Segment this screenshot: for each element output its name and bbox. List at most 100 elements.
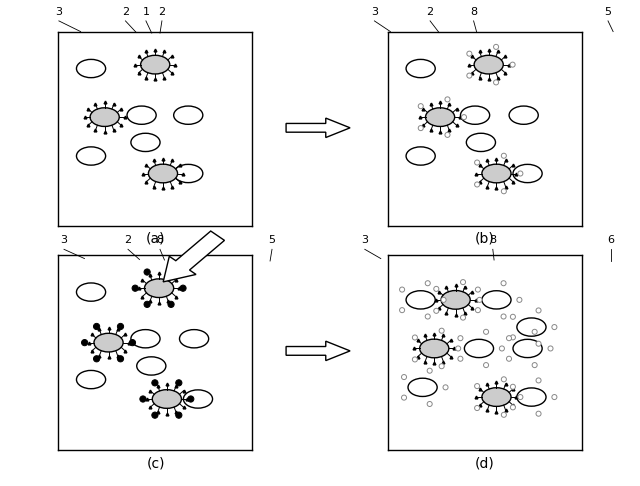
Circle shape [501,377,506,382]
Circle shape [132,285,138,291]
Circle shape [536,378,541,383]
Circle shape [425,314,430,319]
Text: 3: 3 [371,7,378,17]
Ellipse shape [513,164,542,183]
Text: 8: 8 [489,235,497,245]
Circle shape [467,51,472,56]
Text: (b): (b) [475,231,494,245]
Ellipse shape [90,108,119,126]
Circle shape [484,363,488,367]
Circle shape [445,132,450,138]
Circle shape [418,125,423,131]
Text: 6: 6 [608,235,614,245]
Ellipse shape [173,106,203,124]
Ellipse shape [482,291,511,309]
Circle shape [399,308,404,312]
Circle shape [510,384,515,389]
Circle shape [477,297,482,302]
FancyArrow shape [163,231,225,282]
Ellipse shape [482,164,511,183]
Text: 5: 5 [605,7,611,17]
Ellipse shape [131,330,160,348]
Ellipse shape [406,59,435,78]
Circle shape [176,412,182,418]
Circle shape [180,285,186,291]
Circle shape [493,44,499,50]
Circle shape [501,281,506,286]
Circle shape [427,368,432,373]
Ellipse shape [76,147,106,165]
Circle shape [456,346,461,351]
Ellipse shape [141,55,170,74]
Circle shape [510,335,515,340]
FancyArrow shape [286,118,350,138]
Ellipse shape [517,318,546,336]
Circle shape [506,336,511,341]
Circle shape [412,357,417,362]
Circle shape [476,287,481,292]
Circle shape [493,80,499,85]
Circle shape [144,269,150,275]
Circle shape [434,286,439,292]
Circle shape [548,346,553,351]
Ellipse shape [406,291,435,309]
Ellipse shape [461,106,490,124]
Circle shape [467,73,472,78]
Circle shape [93,323,100,330]
Ellipse shape [152,390,182,408]
Circle shape [501,314,506,319]
Circle shape [475,160,479,165]
Ellipse shape [179,330,209,348]
Circle shape [418,104,423,109]
Circle shape [501,189,506,194]
FancyArrow shape [286,341,350,361]
Text: (a): (a) [146,231,165,245]
Ellipse shape [94,333,123,352]
Text: 2: 2 [122,7,129,17]
Circle shape [399,287,404,292]
Circle shape [439,328,444,333]
Ellipse shape [441,291,470,309]
Ellipse shape [173,164,203,183]
Circle shape [552,325,557,330]
Circle shape [510,62,515,67]
Ellipse shape [131,133,160,152]
Text: 5: 5 [269,235,275,245]
Ellipse shape [408,378,437,397]
Ellipse shape [426,108,454,126]
Text: (d): (d) [475,456,494,470]
Ellipse shape [76,370,106,389]
Circle shape [425,281,430,286]
Ellipse shape [517,388,546,406]
Circle shape [475,383,479,389]
Circle shape [401,395,406,400]
Circle shape [517,297,522,302]
Ellipse shape [137,357,166,375]
Text: 3: 3 [362,235,368,245]
Circle shape [168,301,174,308]
Text: (c): (c) [147,456,164,470]
Text: 1: 1 [143,7,149,17]
Circle shape [476,308,481,312]
Ellipse shape [513,339,542,358]
Circle shape [458,356,463,361]
Circle shape [458,336,463,341]
Circle shape [176,380,182,386]
Ellipse shape [127,106,156,124]
Circle shape [532,363,537,367]
Text: 8: 8 [156,235,164,245]
Text: 2: 2 [158,7,166,17]
Text: 3: 3 [61,235,67,245]
Circle shape [129,340,136,346]
Circle shape [152,380,158,386]
Circle shape [117,323,124,330]
Circle shape [152,412,158,418]
Circle shape [532,330,537,334]
Ellipse shape [406,147,435,165]
Text: 2: 2 [124,235,132,245]
Circle shape [501,153,506,158]
Circle shape [501,412,506,417]
Circle shape [412,335,417,340]
Circle shape [461,315,465,320]
Ellipse shape [482,388,511,406]
